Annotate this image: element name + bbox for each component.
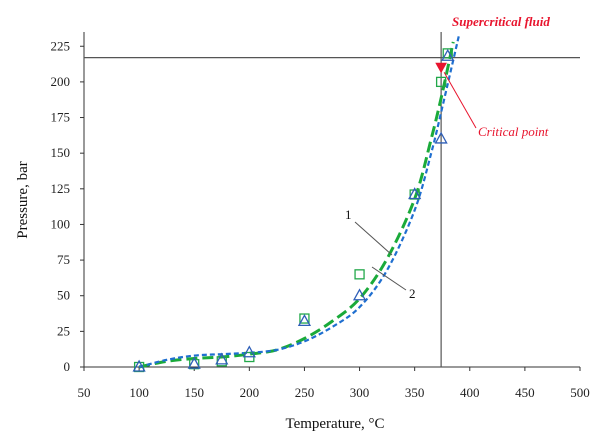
x-axis-title: Temperature, °C <box>285 416 384 432</box>
triangle-marker <box>132 359 146 372</box>
triangle-marker <box>297 314 312 327</box>
y-tick-label: 50 <box>57 288 70 303</box>
supercritical-fluid-label: Supercritical fluid <box>452 14 550 29</box>
triangle-marker <box>242 345 256 358</box>
annotations: Temperature, °C Pressure, bar Supercriti… <box>15 14 550 432</box>
y-tick-label: 175 <box>51 110 71 125</box>
fit-curve-1 <box>138 41 455 369</box>
curve-1-leader <box>354 221 393 256</box>
curve-1-label: 1 <box>345 207 352 222</box>
critical-reference-lines <box>84 32 580 367</box>
fit-curves <box>138 36 460 369</box>
triangle-marker <box>441 48 455 61</box>
square-marker <box>299 313 310 324</box>
critical-point-leader <box>443 71 477 129</box>
x-tick-label: 200 <box>240 385 260 400</box>
critical-point-label: Critical point <box>478 124 549 139</box>
tick-labels: 50 100 150 200 250 300 350 400 450 500 0 25 50 75 100 1… <box>51 38 590 400</box>
y-tick-label: 225 <box>51 38 71 53</box>
y-tick-label: 100 <box>51 216 71 231</box>
triangle-marker <box>408 187 422 200</box>
triangle-marker <box>215 352 229 365</box>
fit-curve-2 <box>138 36 460 369</box>
y-tick-label: 200 <box>51 74 71 89</box>
square-marker <box>442 48 453 59</box>
x-tick-label: 500 <box>570 385 590 400</box>
y-tick-label: 0 <box>64 359 71 374</box>
y-tick-label: 150 <box>51 145 71 160</box>
triangle-marker <box>352 288 367 301</box>
triangle-marker <box>434 131 448 144</box>
square-marker <box>435 76 447 88</box>
x-tick-label: 100 <box>129 385 149 400</box>
square-marker <box>354 269 365 280</box>
curve-2-label: 2 <box>409 286 416 301</box>
triangle-marker <box>187 356 201 369</box>
axes <box>83 32 580 368</box>
critical-point-marker <box>435 62 447 74</box>
x-tick-label: 150 <box>184 385 204 400</box>
x-tick-label: 300 <box>350 385 370 400</box>
x-tick-label: 450 <box>515 385 535 400</box>
x-tick-label: 50 <box>78 385 91 400</box>
y-tick-label: 25 <box>57 323 70 338</box>
y-tick-label: 125 <box>51 181 71 196</box>
data-markers <box>132 48 455 373</box>
x-tick-label: 350 <box>405 385 425 400</box>
y-axis-title: Pressure, bar <box>15 161 31 238</box>
x-tick-label: 400 <box>460 385 480 400</box>
curve-2-leader <box>371 266 407 291</box>
x-tick-label: 250 <box>295 385 315 400</box>
y-tick-label: 75 <box>57 252 70 267</box>
